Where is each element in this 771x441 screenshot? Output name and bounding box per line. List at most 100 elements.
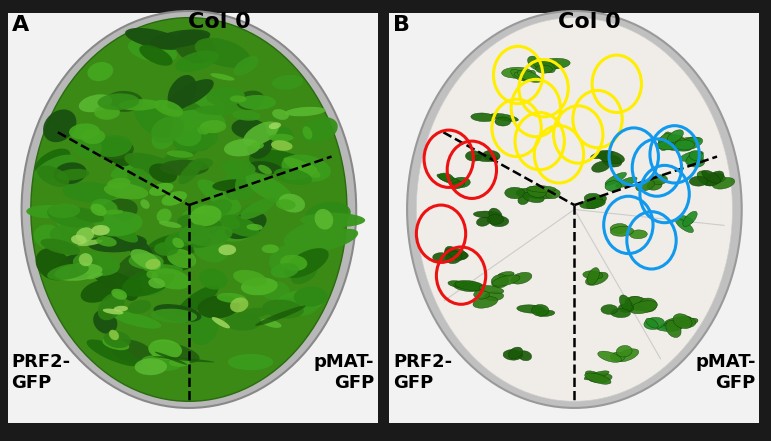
Ellipse shape: [678, 216, 693, 224]
Ellipse shape: [125, 28, 184, 50]
Ellipse shape: [248, 161, 281, 174]
Ellipse shape: [261, 319, 281, 328]
Ellipse shape: [177, 285, 218, 316]
Ellipse shape: [629, 297, 654, 309]
Ellipse shape: [678, 137, 702, 150]
Ellipse shape: [275, 298, 317, 316]
Ellipse shape: [94, 175, 153, 201]
Ellipse shape: [197, 295, 240, 318]
Ellipse shape: [179, 160, 203, 184]
Ellipse shape: [585, 272, 608, 285]
Ellipse shape: [689, 151, 704, 161]
Ellipse shape: [534, 59, 555, 73]
Ellipse shape: [233, 270, 267, 286]
Ellipse shape: [161, 93, 217, 115]
Ellipse shape: [153, 100, 183, 117]
Ellipse shape: [479, 285, 504, 293]
Ellipse shape: [183, 205, 240, 220]
Ellipse shape: [243, 121, 279, 146]
Ellipse shape: [584, 193, 602, 204]
Ellipse shape: [224, 313, 261, 331]
Ellipse shape: [271, 75, 303, 90]
Ellipse shape: [31, 18, 347, 401]
Ellipse shape: [81, 280, 117, 303]
Ellipse shape: [238, 95, 276, 110]
Ellipse shape: [484, 292, 503, 301]
Ellipse shape: [34, 224, 62, 249]
Ellipse shape: [455, 280, 484, 291]
Ellipse shape: [129, 253, 163, 269]
Ellipse shape: [644, 318, 665, 329]
Ellipse shape: [272, 109, 289, 120]
Ellipse shape: [124, 153, 180, 177]
Ellipse shape: [86, 340, 140, 366]
Ellipse shape: [224, 162, 253, 200]
Ellipse shape: [128, 38, 177, 63]
Ellipse shape: [107, 178, 130, 189]
Ellipse shape: [271, 140, 292, 151]
Ellipse shape: [81, 129, 105, 144]
Text: B: B: [393, 15, 410, 35]
Ellipse shape: [189, 100, 224, 127]
Ellipse shape: [171, 122, 201, 146]
Ellipse shape: [706, 173, 726, 183]
Ellipse shape: [140, 45, 173, 66]
Ellipse shape: [141, 355, 180, 371]
Ellipse shape: [206, 86, 245, 106]
Ellipse shape: [54, 162, 86, 184]
Ellipse shape: [439, 173, 453, 181]
Ellipse shape: [93, 310, 117, 334]
Ellipse shape: [188, 158, 213, 171]
Ellipse shape: [152, 268, 190, 289]
Ellipse shape: [167, 150, 193, 158]
Ellipse shape: [145, 259, 160, 269]
Text: pMAT-
GFP: pMAT- GFP: [314, 353, 374, 392]
Ellipse shape: [268, 134, 294, 142]
Ellipse shape: [591, 151, 613, 159]
Ellipse shape: [43, 109, 76, 142]
Ellipse shape: [666, 320, 681, 337]
Ellipse shape: [662, 145, 690, 151]
Ellipse shape: [56, 215, 89, 232]
Ellipse shape: [476, 217, 490, 226]
Text: Col 0: Col 0: [558, 12, 621, 32]
Ellipse shape: [241, 198, 275, 219]
Ellipse shape: [135, 105, 171, 138]
Ellipse shape: [189, 310, 219, 345]
Ellipse shape: [675, 137, 701, 146]
Ellipse shape: [598, 351, 621, 363]
Ellipse shape: [146, 234, 202, 259]
Ellipse shape: [146, 270, 158, 279]
Ellipse shape: [150, 309, 197, 323]
Ellipse shape: [523, 70, 536, 82]
Text: pMAT-
GFP: pMAT- GFP: [695, 353, 756, 392]
Ellipse shape: [616, 177, 637, 187]
Ellipse shape: [212, 179, 258, 191]
Ellipse shape: [471, 113, 495, 122]
Ellipse shape: [109, 330, 119, 340]
Ellipse shape: [667, 130, 683, 143]
Ellipse shape: [190, 204, 241, 229]
Ellipse shape: [492, 275, 520, 286]
Ellipse shape: [173, 128, 218, 152]
Ellipse shape: [175, 50, 219, 72]
Ellipse shape: [35, 149, 70, 174]
Ellipse shape: [130, 239, 153, 268]
Ellipse shape: [49, 225, 84, 244]
Ellipse shape: [302, 126, 312, 139]
Ellipse shape: [162, 191, 187, 206]
Ellipse shape: [527, 186, 556, 192]
Ellipse shape: [151, 116, 184, 143]
Ellipse shape: [517, 70, 541, 82]
Ellipse shape: [79, 253, 93, 266]
Ellipse shape: [680, 151, 703, 161]
Ellipse shape: [532, 304, 549, 316]
Ellipse shape: [103, 338, 130, 350]
Ellipse shape: [103, 209, 123, 215]
Ellipse shape: [92, 269, 143, 295]
Ellipse shape: [94, 138, 134, 159]
Ellipse shape: [255, 306, 305, 326]
Ellipse shape: [200, 120, 226, 133]
Ellipse shape: [177, 214, 222, 233]
Ellipse shape: [167, 75, 197, 110]
